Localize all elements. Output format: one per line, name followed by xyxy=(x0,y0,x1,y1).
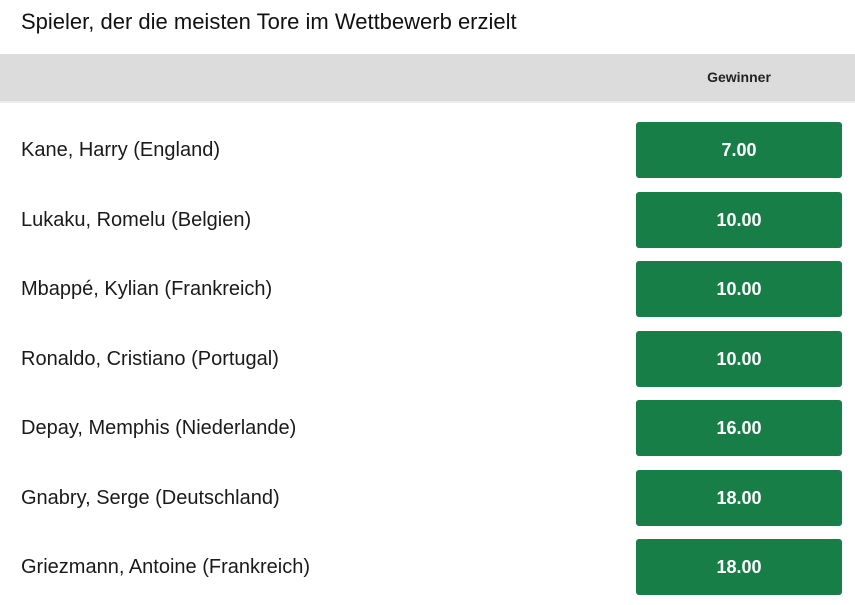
market-title: Spieler, der die meisten Tore im Wettbew… xyxy=(21,9,517,34)
odds-button[interactable]: 10.00 xyxy=(636,191,842,248)
column-header-winner: Gewinner xyxy=(707,69,771,85)
selection-row: Ronaldo, Cristiano (Portugal) 10.00 xyxy=(0,324,855,394)
odds-button[interactable]: 18.00 xyxy=(636,469,842,526)
player-name: Ronaldo, Cristiano (Portugal) xyxy=(21,347,279,370)
player-name: Lukaku, Romelu (Belgien) xyxy=(21,208,252,231)
player-name: Gnabry, Serge (Deutschland) xyxy=(21,486,280,509)
player-name: Mbappé, Kylian (Frankreich) xyxy=(21,278,273,300)
selection-row: Kane, Harry (England) 7.00 xyxy=(0,115,855,185)
selection-list: Kane, Harry (England) 7.00 Lukaku, Romel… xyxy=(0,115,855,602)
odds-button[interactable]: 16.00 xyxy=(636,400,842,456)
player-name: Griezmann, Antoine (Frankreich) xyxy=(21,556,311,578)
odds-button[interactable]: 18.00 xyxy=(636,539,842,595)
selection-row: Mbappé, Kylian (Frankreich) 10.00 xyxy=(0,254,855,324)
odds-button[interactable]: 10.00 xyxy=(636,330,842,387)
selection-row: Griezmann, Antoine (Frankreich) 18.00 xyxy=(0,532,855,602)
selection-row: Lukaku, Romelu (Belgien) 10.00 xyxy=(0,185,855,255)
odds-button[interactable]: 10.00 xyxy=(636,261,842,317)
odds-button[interactable]: 7.00 xyxy=(636,122,842,178)
player-name: Kane, Harry (England) xyxy=(21,139,220,161)
selection-row: Depay, Memphis (Niederlande) 16.00 xyxy=(0,393,855,463)
player-name: Depay, Memphis (Niederlande) xyxy=(21,417,297,439)
selection-row: Gnabry, Serge (Deutschland) 18.00 xyxy=(0,463,855,533)
column-header-bar: Gewinner xyxy=(0,54,855,103)
